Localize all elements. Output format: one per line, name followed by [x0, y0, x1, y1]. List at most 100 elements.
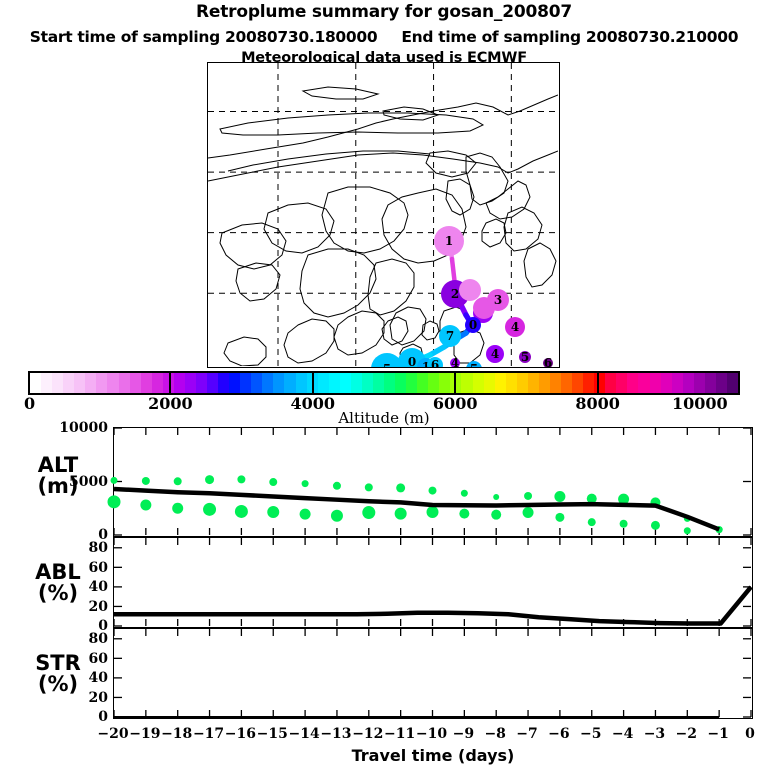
map-marker-label: 3 — [493, 293, 503, 307]
alt-bubble — [173, 477, 182, 486]
colorbar-divider — [169, 371, 172, 395]
colorbar-swatch — [273, 373, 285, 393]
colorbar-swatch — [63, 373, 75, 393]
alt-bubble — [618, 493, 630, 505]
colorbar-swatch — [605, 373, 617, 393]
x-axis-tick-labels: −20 −19 −18 −17 −16 −15 −14 −13 −12 −11 −10 −9 −8 −7−… — [0, 726, 768, 746]
alt-bubble — [301, 480, 309, 488]
abl-label-line1: ABL — [35, 560, 81, 584]
alt-bubble — [140, 499, 152, 511]
map-cluster-marker-offpath — [519, 351, 531, 363]
alt-bubble — [491, 509, 502, 520]
alt-bubble — [587, 518, 596, 527]
alt-bubble — [172, 502, 184, 514]
map-marker-label: 6 — [543, 356, 553, 368]
colorbar-swatch — [494, 373, 506, 393]
str-plot-panel[interactable] — [113, 628, 753, 719]
colorbar-gradient — [28, 371, 740, 395]
str-label-line2: (%) — [37, 672, 79, 696]
colorbar-swatch — [195, 373, 207, 393]
abl-y-tick-label: 0 — [98, 618, 108, 635]
alt-y-tick-label: 5000 — [69, 473, 108, 490]
colorbar-swatch — [118, 373, 130, 393]
x-tick-label: −2 — [675, 726, 698, 742]
colorbar-swatch — [616, 373, 628, 393]
colorbar-swatch — [483, 373, 495, 393]
colorbar-divider — [311, 371, 314, 395]
colorbar-swatch — [361, 373, 373, 393]
colorbar-swatch — [638, 373, 650, 393]
alt-bubble — [426, 505, 439, 518]
alt-bubble — [493, 494, 500, 501]
alt-label-line2: (m) — [37, 474, 79, 498]
altitude-colorbar[interactable] — [28, 371, 740, 395]
colorbar-swatch — [704, 373, 716, 393]
x-tick-label: −7 — [516, 726, 538, 742]
map-cluster-marker — [427, 357, 443, 367]
map-marker-label: 5 — [520, 350, 530, 364]
map-marker-label: 1 — [421, 360, 431, 368]
colorbar-tick-label: 10000 — [672, 394, 728, 413]
x-tick-label: −3 — [643, 726, 666, 742]
map-marker-label: 0 — [468, 318, 478, 332]
colorbar-swatch — [30, 373, 42, 393]
map-cluster-marker — [465, 317, 481, 333]
alt-bubble — [428, 486, 437, 495]
alt-row-label: ALT (m) — [8, 455, 108, 497]
retroplume-map[interactable]: 12307501634456745 — [207, 62, 560, 368]
colorbar-swatch — [538, 373, 550, 393]
alt-bubble — [586, 493, 597, 504]
x-tick-label: −5 — [580, 726, 602, 742]
colorbar-swatch — [372, 373, 384, 393]
abl-label-line2: (%) — [37, 581, 79, 605]
colorbar-swatch — [682, 373, 694, 393]
x-tick-label: −1 — [707, 726, 729, 742]
map-cluster-marker-offpath — [487, 289, 509, 311]
map-cluster-marker-offpath — [486, 345, 504, 363]
x-tick-label: −14 — [288, 726, 320, 742]
x-tick-label: −15 — [256, 726, 288, 742]
colorbar-swatch — [52, 373, 64, 393]
colorbar-tick-label: 4000 — [290, 394, 336, 413]
map-marker-label: 2 — [450, 287, 460, 301]
colorbar-swatch — [384, 373, 396, 393]
alt-bubble — [362, 506, 376, 520]
alt-bubble — [203, 502, 217, 516]
alt-bubble — [234, 504, 248, 518]
map-marker-label: 1 — [444, 234, 454, 248]
x-tick-label: −8 — [484, 726, 506, 742]
abl-plot-panel[interactable] — [113, 537, 753, 628]
x-tick-label: −6 — [548, 726, 570, 742]
colorbar-swatch — [96, 373, 108, 393]
map-cluster-marker — [417, 358, 435, 367]
abl-line — [114, 585, 753, 626]
colorbar-swatch — [140, 373, 152, 393]
map-cluster-marker — [434, 226, 464, 256]
x-tick-label: −19 — [129, 726, 161, 742]
str-plot-graphic — [113, 629, 752, 718]
colorbar-tick-label: 2000 — [148, 394, 193, 413]
colorbar-swatch — [549, 373, 561, 393]
map-marker-label: 4 — [490, 347, 500, 361]
alt-bubble — [364, 483, 373, 492]
colorbar-swatch — [240, 373, 252, 393]
x-tick-label: −16 — [224, 726, 256, 742]
x-tick-label: −11 — [384, 726, 416, 742]
sampling-time-header: Start time of sampling 20080730.180000 En… — [0, 28, 768, 46]
colorbar-swatch — [173, 373, 185, 393]
alt-plot-panel[interactable] — [107, 427, 753, 537]
x-tick-label: −13 — [320, 726, 352, 742]
colorbar-swatch — [251, 373, 263, 393]
alt-bubble — [396, 483, 406, 493]
str-y-tick-label: 80 — [88, 631, 108, 648]
alt-bubble — [330, 509, 343, 522]
map-cluster-marker-offpath — [466, 361, 482, 367]
abl-y-tick-labels: 0 20 40 60 80 — [50, 537, 108, 634]
str-y-tick-label: 40 — [88, 670, 108, 687]
colorbar-swatch — [151, 373, 163, 393]
colorbar-swatch — [649, 373, 661, 393]
x-tick-label: −17 — [192, 726, 225, 742]
map-marker-label: 4 — [450, 356, 460, 368]
abl-row-label: ABL (%) — [8, 562, 108, 604]
alt-bubble — [555, 512, 565, 522]
